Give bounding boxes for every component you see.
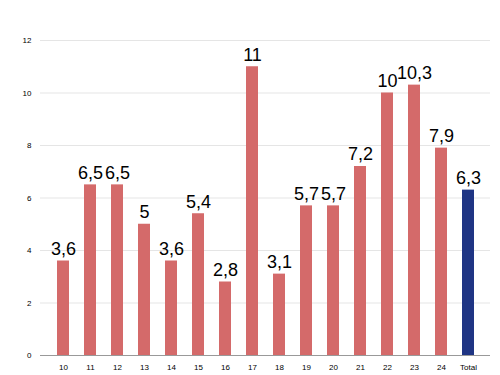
svg-text:10: 10 xyxy=(59,363,68,372)
svg-text:0: 0 xyxy=(27,351,32,360)
svg-text:22: 22 xyxy=(383,363,392,372)
svg-text:6: 6 xyxy=(27,194,32,203)
svg-text:18: 18 xyxy=(275,363,284,372)
svg-text:23: 23 xyxy=(410,363,419,372)
svg-text:10: 10 xyxy=(377,71,397,91)
svg-text:12: 12 xyxy=(113,363,122,372)
svg-text:6,3: 6,3 xyxy=(456,168,481,188)
svg-text:5,4: 5,4 xyxy=(186,192,211,212)
svg-text:2: 2 xyxy=(27,299,32,308)
svg-text:2,8: 2,8 xyxy=(213,260,238,280)
svg-text:21: 21 xyxy=(356,363,365,372)
svg-text:6,5: 6,5 xyxy=(105,163,130,183)
svg-text:10: 10 xyxy=(23,89,32,98)
svg-text:3,6: 3,6 xyxy=(159,239,184,259)
svg-text:11: 11 xyxy=(243,45,262,65)
svg-text:5,7: 5,7 xyxy=(294,184,319,204)
svg-text:20: 20 xyxy=(329,363,338,372)
svg-text:7,9: 7,9 xyxy=(429,126,454,146)
svg-text:12: 12 xyxy=(23,36,32,45)
svg-text:6,5: 6,5 xyxy=(78,163,103,183)
svg-text:3,1: 3,1 xyxy=(267,252,292,272)
svg-text:5: 5 xyxy=(139,202,149,222)
svg-text:24: 24 xyxy=(437,363,446,372)
svg-text:19: 19 xyxy=(302,363,311,372)
svg-text:10,3: 10,3 xyxy=(397,63,432,83)
svg-text:Total: Total xyxy=(460,363,477,372)
svg-text:14: 14 xyxy=(167,363,176,372)
svg-text:17: 17 xyxy=(248,363,257,372)
svg-text:16: 16 xyxy=(221,363,230,372)
svg-text:7,2: 7,2 xyxy=(348,144,373,164)
svg-text:11: 11 xyxy=(86,363,95,372)
svg-text:13: 13 xyxy=(140,363,149,372)
svg-text:5,7: 5,7 xyxy=(321,184,346,204)
svg-text:15: 15 xyxy=(194,363,203,372)
svg-text:8: 8 xyxy=(27,141,32,150)
svg-text:4: 4 xyxy=(27,246,32,255)
svg-text:3,6: 3,6 xyxy=(51,239,76,259)
